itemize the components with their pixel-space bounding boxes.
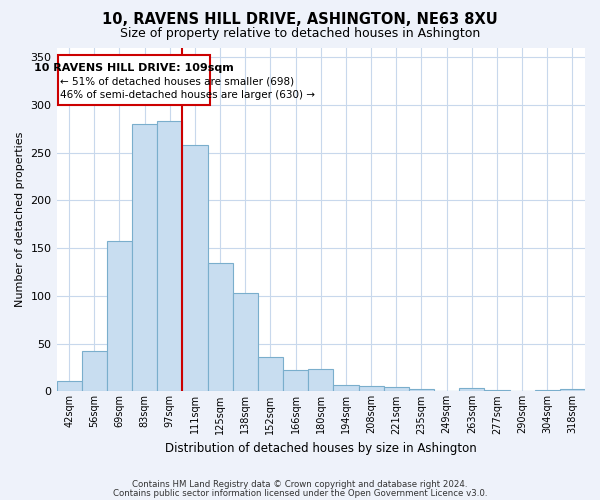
Bar bbox=[535, 390, 560, 392]
Text: Size of property relative to detached houses in Ashington: Size of property relative to detached ho… bbox=[120, 28, 480, 40]
Bar bbox=[484, 390, 509, 392]
Bar bbox=[283, 370, 308, 392]
Bar bbox=[308, 370, 334, 392]
Bar bbox=[459, 388, 484, 392]
Bar bbox=[409, 388, 434, 392]
Text: 10, RAVENS HILL DRIVE, ASHINGTON, NE63 8XU: 10, RAVENS HILL DRIVE, ASHINGTON, NE63 8… bbox=[102, 12, 498, 28]
Bar bbox=[359, 386, 383, 392]
Bar bbox=[82, 352, 107, 392]
Bar bbox=[58, 55, 210, 105]
Bar bbox=[56, 381, 82, 392]
Bar bbox=[560, 390, 585, 392]
X-axis label: Distribution of detached houses by size in Ashington: Distribution of detached houses by size … bbox=[165, 442, 476, 455]
Bar bbox=[383, 386, 409, 392]
Bar bbox=[157, 121, 182, 392]
Bar bbox=[182, 145, 208, 392]
Bar bbox=[208, 264, 233, 392]
Bar bbox=[107, 242, 132, 392]
Text: 46% of semi-detached houses are larger (630) →: 46% of semi-detached houses are larger (… bbox=[61, 90, 316, 100]
Y-axis label: Number of detached properties: Number of detached properties bbox=[15, 132, 25, 307]
Bar bbox=[334, 384, 359, 392]
Bar bbox=[132, 124, 157, 392]
Bar bbox=[258, 357, 283, 392]
Text: Contains HM Land Registry data © Crown copyright and database right 2024.: Contains HM Land Registry data © Crown c… bbox=[132, 480, 468, 489]
Text: ← 51% of detached houses are smaller (698): ← 51% of detached houses are smaller (69… bbox=[61, 76, 295, 86]
Text: 10 RAVENS HILL DRIVE: 109sqm: 10 RAVENS HILL DRIVE: 109sqm bbox=[34, 63, 234, 73]
Bar bbox=[233, 293, 258, 392]
Text: Contains public sector information licensed under the Open Government Licence v3: Contains public sector information licen… bbox=[113, 488, 487, 498]
